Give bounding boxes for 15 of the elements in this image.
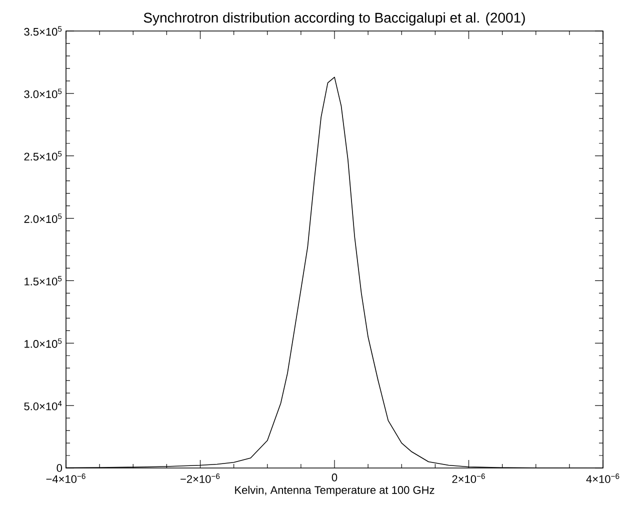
y-tick-label: 5.0×10$^{4}$ (24, 400, 62, 410)
x-axis-title: Kelvin, Antenna Temperature at 100 GHz (235, 486, 434, 496)
y-tick-label: 2.0×10$^{5}$ (24, 214, 62, 223)
x-tick-label: 0 (332, 474, 338, 482)
y-tick-label: 1.0×10$^{5}$ (24, 338, 62, 348)
y-tick-label: 3.0×10$^{5}$ (24, 88, 62, 98)
x-tick-label: 4×10$^{−6}$ (586, 474, 620, 483)
y-tick-label: 1.5×10$^{5}$ (24, 276, 62, 286)
x-tick-label: −2×10$^{−6}$ (180, 474, 220, 483)
y-tick-label: 2.5×10$^{5}$ (24, 151, 62, 161)
x-tick-label: 2×10$^{−6}$ (452, 474, 485, 483)
y-tick-label: 0 (56, 464, 62, 472)
chart-title: Synchrotron distribution according to Baccigalupi et al. (2001) (144, 12, 525, 26)
y-tick-label: 3.5×10$^{5}$ (24, 26, 62, 36)
x-tick-label: −4×10$^{−6}$ (46, 474, 86, 483)
